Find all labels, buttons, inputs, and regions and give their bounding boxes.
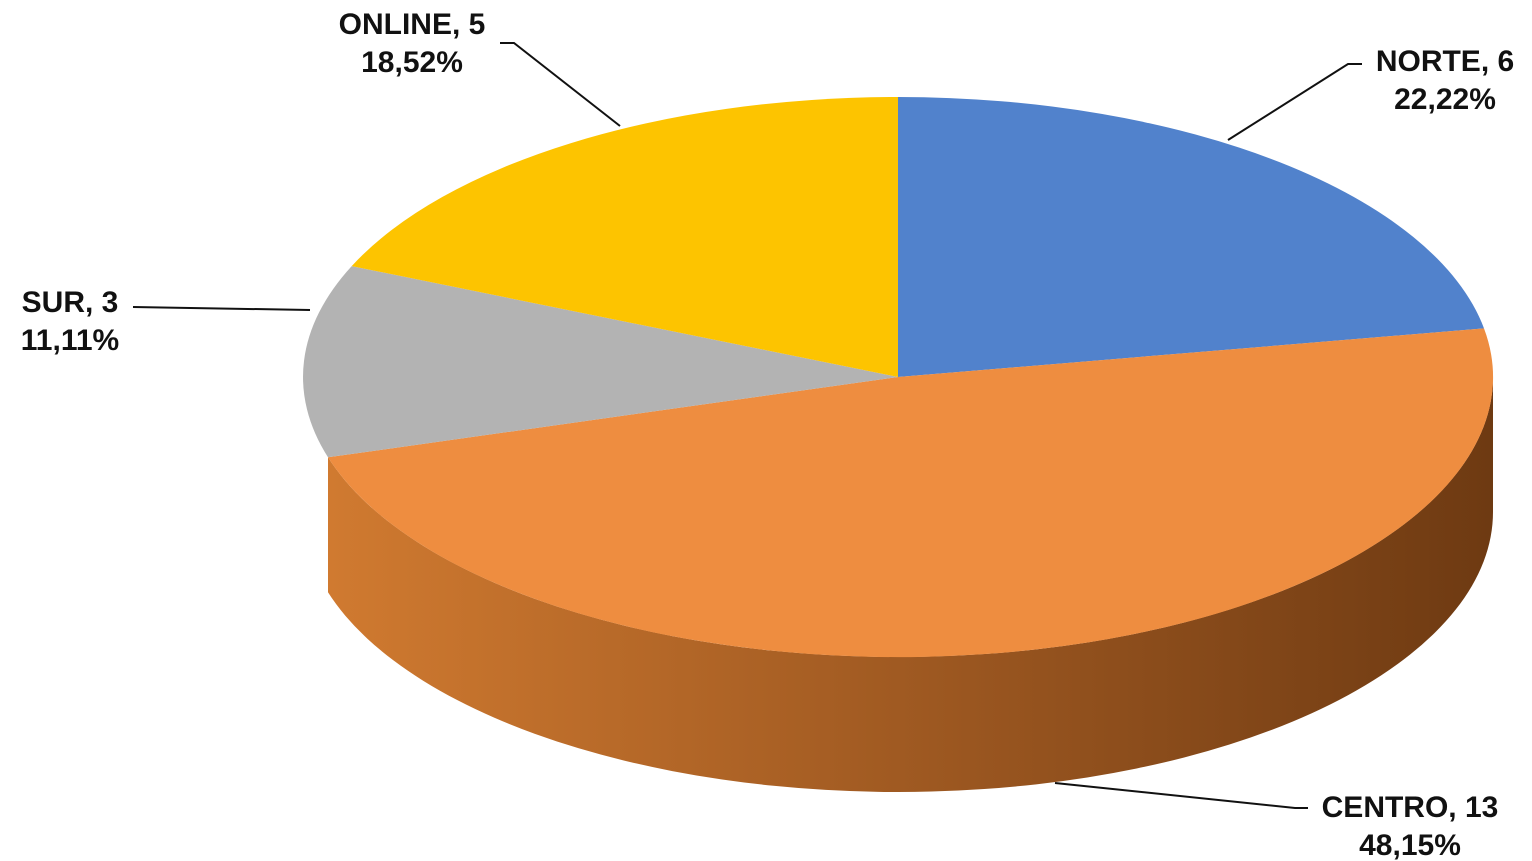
percent-label-centro: 48,15% [1359,829,1461,861]
slice-side-centro [328,377,1493,792]
data-label-online: ONLINE, 5 [339,8,486,41]
percent-label-online: 18,52% [361,46,463,79]
slice-online [351,97,898,377]
leader-line-centro [1054,782,1308,809]
percent-label-norte: 22,22% [1394,83,1496,116]
slice-sur [303,266,898,458]
leader-line-norte [1227,63,1362,141]
data-label-sur: SUR, 3 [22,286,119,319]
slice-centro [328,328,1494,658]
data-label-centro: CENTRO, 13 [1322,791,1499,824]
percent-label-sur: 11,11% [21,324,119,357]
leader-line-sur [132,306,311,311]
leader-line-online [500,42,621,127]
slice-norte [898,97,1484,377]
data-label-norte: NORTE, 6 [1376,45,1514,78]
